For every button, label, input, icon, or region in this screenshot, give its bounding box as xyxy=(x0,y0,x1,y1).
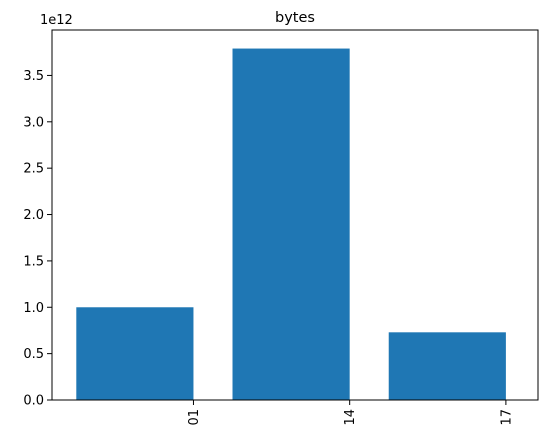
y-tick-label: 1.5 xyxy=(23,254,44,269)
bar-17 xyxy=(388,332,506,400)
x-axis: 01 14 17 xyxy=(187,400,514,426)
y-tick-label: 2.5 xyxy=(23,162,44,177)
chart-title: bytes xyxy=(275,10,315,26)
y-tick-label: 0.5 xyxy=(23,347,44,362)
y-tick-label: 3.5 xyxy=(23,69,44,84)
y-axis-offset-label: 1e12 xyxy=(40,13,73,28)
x-tick-label: 14 xyxy=(343,409,358,426)
y-tick-label: 3.0 xyxy=(23,115,44,130)
y-axis: 0.0 0.5 1.0 1.5 2.0 2.5 3.0 3.5 xyxy=(23,69,52,409)
x-tick-label: 01 xyxy=(187,409,202,426)
y-tick-label: 0.0 xyxy=(23,394,44,409)
x-tick-label: 17 xyxy=(499,409,514,426)
bar-01 xyxy=(76,307,194,400)
bar-14 xyxy=(232,48,350,401)
y-tick-label: 1.0 xyxy=(23,301,44,316)
bar-group xyxy=(76,48,506,401)
y-tick-label: 2.0 xyxy=(23,208,44,223)
